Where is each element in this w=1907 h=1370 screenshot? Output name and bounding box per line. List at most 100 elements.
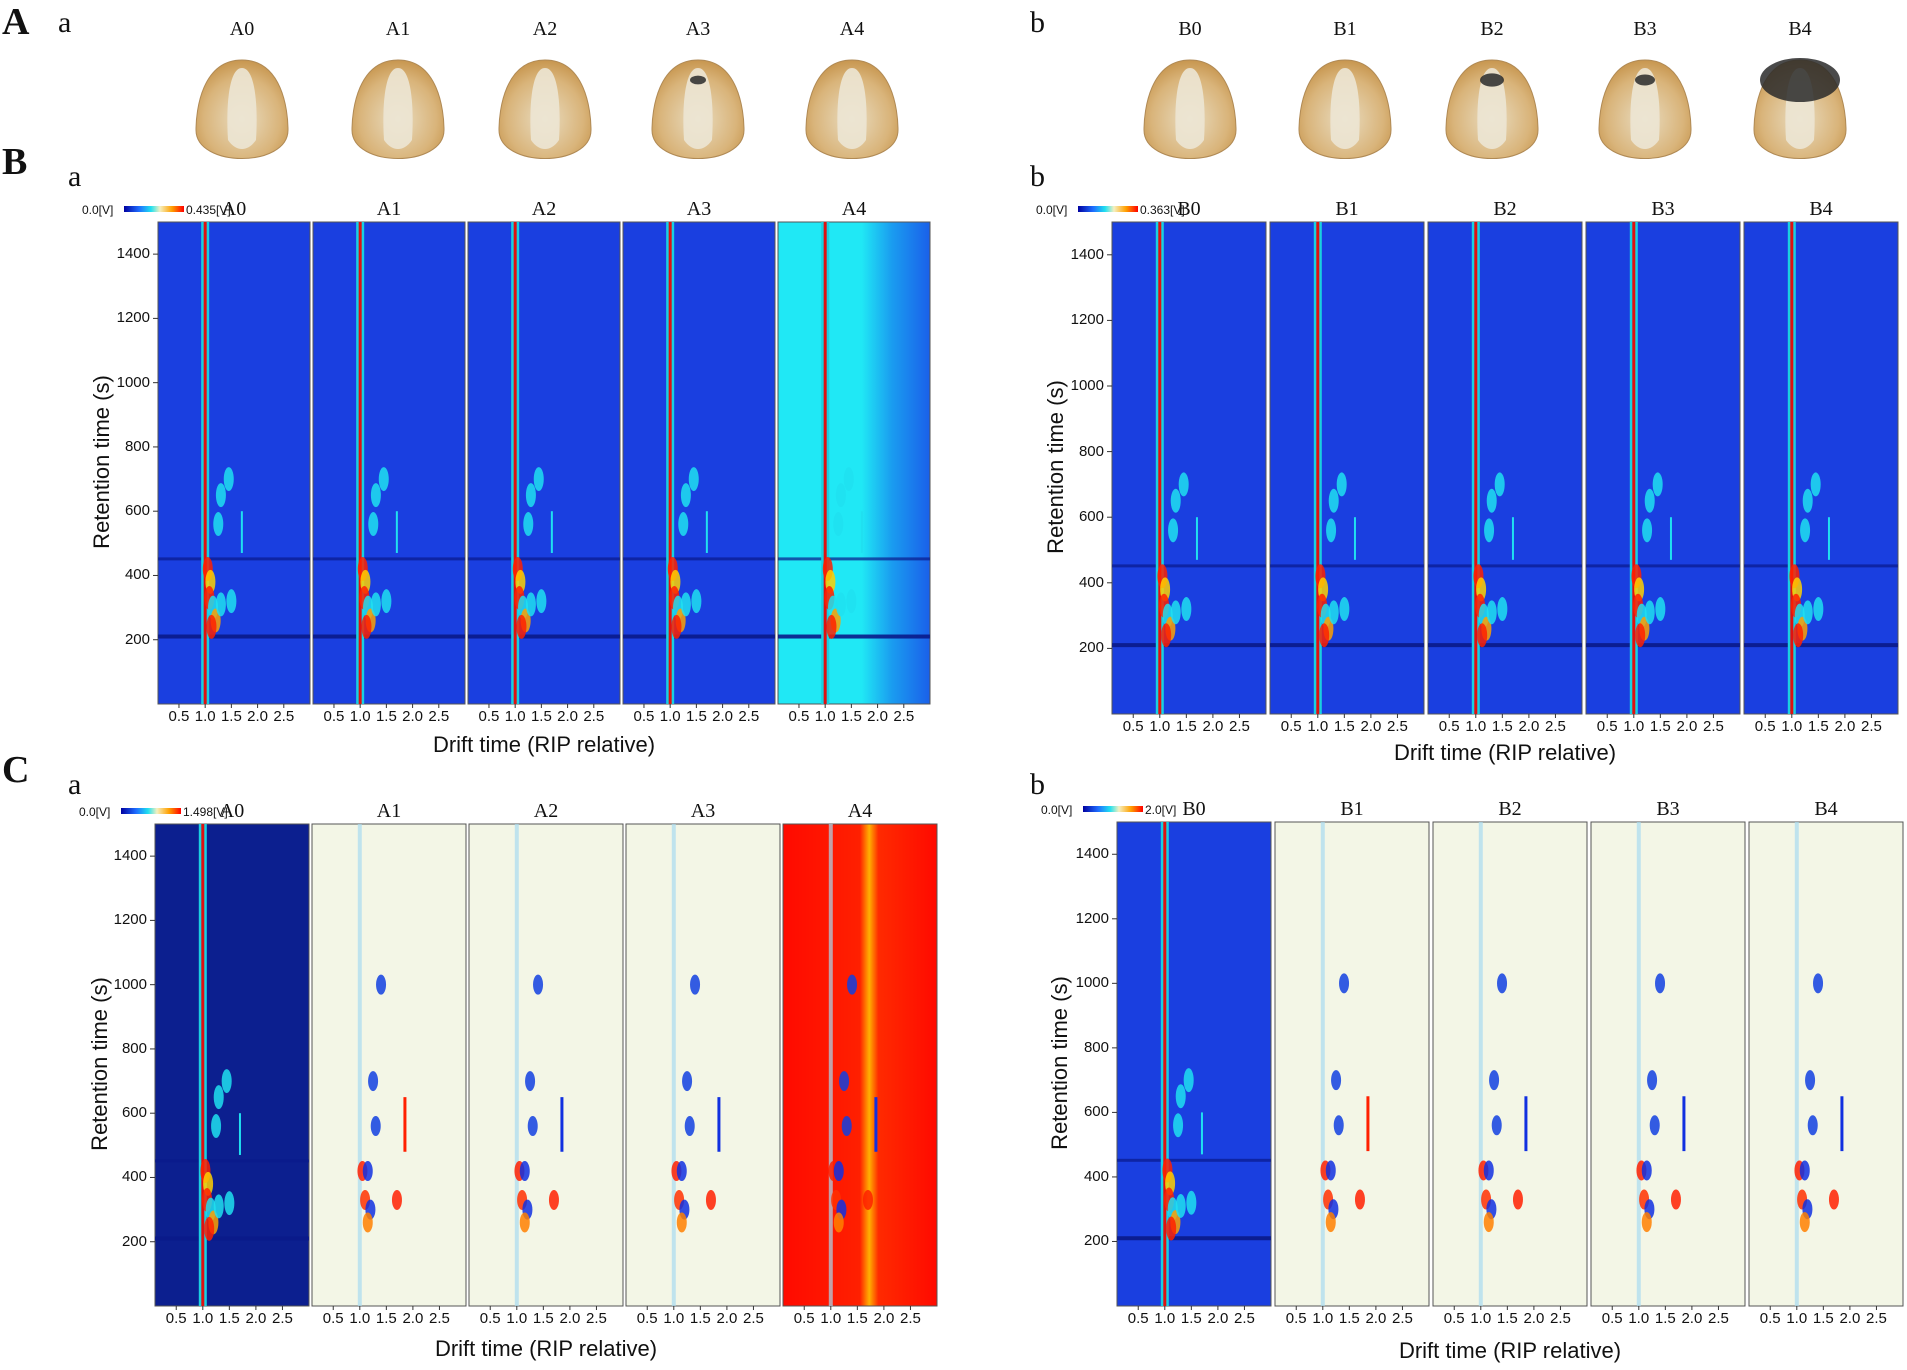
plot-b-a-ylabel: Retention time (s) bbox=[89, 375, 114, 549]
plot-b-a-xlabel: Drift time (RIP relative) bbox=[432, 732, 656, 757]
plot-c-b-colorbar-min: 0.0[V] bbox=[1041, 803, 1073, 817]
section-c-sub-a: a bbox=[68, 768, 82, 801]
plot-c-b-xtick-B2-1.5: 1.5 bbox=[1496, 1310, 1518, 1327]
plot-c-a-xlabel: Drift time (RIP relative) bbox=[434, 1336, 658, 1361]
plot-b-b-xtick-B4-2.5: 2.5 bbox=[1861, 718, 1882, 735]
plot-b-b-title-B1: B1 bbox=[1335, 198, 1359, 220]
plot-c-a-xtick-A2-2.5: 2.5 bbox=[586, 1310, 607, 1327]
plot-b-b-xtick-B1-0.5: 0.5 bbox=[1280, 718, 1302, 735]
plot-c-a-title-A2: A2 bbox=[533, 800, 559, 822]
plot-b-b-ytick-600: 600 bbox=[1078, 508, 1104, 526]
plot-c-a-colorbar bbox=[121, 808, 181, 814]
plot-c-b-xtick-B2-0.5: 0.5 bbox=[1443, 1310, 1465, 1327]
plot-b-b-xtick-B0-2.0: 2.0 bbox=[1202, 718, 1224, 735]
plot-b-b-xtick-B2-2.5: 2.5 bbox=[1545, 718, 1566, 735]
plot-b-a-title-A4: A4 bbox=[841, 198, 867, 220]
plot-b-b-ytick-800: 800 bbox=[1078, 442, 1104, 460]
section-c-letter: C bbox=[2, 749, 30, 791]
plot-b-a-xtick-A2-1.0: 1.0 bbox=[504, 708, 526, 725]
plot-c-a-xtick-A1-2.5: 2.5 bbox=[429, 1310, 450, 1327]
plot-b-b-title-B4: B4 bbox=[1809, 198, 1833, 220]
kernel-b4-kernel-photo bbox=[1753, 58, 1847, 159]
plot-b-a-xtick-A1-1.0: 1.0 bbox=[349, 708, 371, 725]
plot-c-a-panel-A0 bbox=[154, 823, 310, 1310]
kernel-b2-kernel-photo bbox=[1445, 59, 1539, 159]
plot-b-a-xtick-A3-1.0: 1.0 bbox=[659, 708, 681, 725]
plot-c-a-xtick-A1-0.5: 0.5 bbox=[322, 1310, 344, 1327]
plot-c-a-xtick-A1-2.0: 2.0 bbox=[402, 1310, 424, 1327]
plot-b-b-xtick-B3-2.5: 2.5 bbox=[1703, 718, 1724, 735]
plot-b-a-xtick-A4-2.0: 2.0 bbox=[867, 708, 888, 725]
plot-b-b-xtick-B4-1.5: 1.5 bbox=[1807, 718, 1829, 735]
plot-c-b-xtick-B3-2.0: 2.0 bbox=[1681, 1310, 1703, 1327]
plot-b-b-xtick-B4-2.0: 2.0 bbox=[1834, 718, 1856, 735]
plot-c-a-xtick-A3-0.5: 0.5 bbox=[636, 1310, 658, 1327]
plot-b-a-xtick-A1-0.5: 0.5 bbox=[323, 708, 345, 725]
plot-c-a-xtick-A4-0.5: 0.5 bbox=[793, 1310, 815, 1327]
plot-c-a-xtick-A3-2.5: 2.5 bbox=[743, 1310, 764, 1327]
plot-b-a-xtick-A2-2.5: 2.5 bbox=[583, 708, 605, 725]
plot-c-a-ylabel: Retention time (s) bbox=[87, 977, 112, 1151]
plot-b-b-ylabel: Retention time (s) bbox=[1043, 380, 1068, 554]
plot-c-a-panel-A1 bbox=[311, 823, 467, 1310]
kernel-a0-kernel-label: A0 bbox=[229, 18, 255, 40]
plot-c-a-xtick-A0-0.5: 0.5 bbox=[165, 1310, 187, 1327]
plot-b-a-xtick-A0-1.0: 1.0 bbox=[194, 708, 216, 725]
section-a-sub-a: a bbox=[58, 6, 72, 39]
plot-c-a-xtick-A4-2.0: 2.0 bbox=[873, 1310, 895, 1327]
plot-b-a-ytick-1400: 1400 bbox=[116, 245, 150, 263]
plot-b-b-xtick-B2-0.5: 0.5 bbox=[1438, 718, 1460, 735]
plot-c-a-xtick-A2-0.5: 0.5 bbox=[479, 1310, 501, 1327]
plot-c-a-xtick-A3-1.5: 1.5 bbox=[689, 1310, 711, 1327]
plot-c-b-ytick-1200: 1200 bbox=[1075, 909, 1109, 927]
plot-b-a-colorbar-min: 0.0[V] bbox=[82, 203, 114, 217]
kernel-b0-kernel-photo bbox=[1143, 59, 1237, 159]
plot-b-b-xtick-B3-1.0: 1.0 bbox=[1623, 718, 1645, 735]
section-b-sub-a: a bbox=[68, 160, 82, 193]
plot-b-b-xtick-B1-2.5: 2.5 bbox=[1387, 718, 1408, 735]
plot-b-a-xtick-A0-2.0: 2.0 bbox=[247, 708, 268, 725]
plot-c-b-title-B3: B3 bbox=[1656, 798, 1680, 820]
plot-b-b-xtick-B3-2.0: 2.0 bbox=[1676, 718, 1698, 735]
plot-b-b-xtick-B0-1.5: 1.5 bbox=[1175, 718, 1197, 735]
kernel-b3-kernel-photo bbox=[1598, 59, 1692, 159]
kernel-a1-kernel-label: A1 bbox=[385, 18, 411, 40]
plot-b-a-ytick-200: 200 bbox=[124, 630, 150, 648]
plot-c-b-title-B2: B2 bbox=[1498, 798, 1522, 820]
plot-c-a-ytick-1400: 1400 bbox=[113, 847, 147, 865]
plot-b-b-xtick-B1-1.0: 1.0 bbox=[1307, 718, 1329, 735]
plot-c-b-ylabel: Retention time (s) bbox=[1047, 976, 1072, 1150]
plot-c-a-title-A4: A4 bbox=[847, 800, 873, 822]
kernel-b2-kernel-label: B2 bbox=[1480, 18, 1504, 40]
plot-c-a-xtick-A2-1.0: 1.0 bbox=[506, 1310, 528, 1327]
plot-c-b-xtick-B4-2.0: 2.0 bbox=[1839, 1310, 1861, 1327]
plot-c-b-xlabel: Drift time (RIP relative) bbox=[1398, 1338, 1622, 1363]
plot-c-b-xtick-B0-0.5: 0.5 bbox=[1127, 1310, 1149, 1327]
plot-b-a-panel-A4 bbox=[777, 221, 931, 708]
plot-b-b-xtick-B1-1.5: 1.5 bbox=[1333, 718, 1355, 735]
plot-c-a-colorbar-max: 1.498[V] bbox=[183, 805, 228, 819]
plot-b-a-xtick-A2-0.5: 0.5 bbox=[478, 708, 500, 725]
plot-c-b-xtick-B0-2.5: 2.5 bbox=[1234, 1310, 1255, 1327]
plot-b-b-title-B0: B0 bbox=[1177, 198, 1201, 220]
plot-b-a-ytick-400: 400 bbox=[124, 566, 150, 584]
plot-c-a-ytick-200: 200 bbox=[121, 1232, 147, 1250]
plot-c-a-xtick-A0-1.5: 1.5 bbox=[218, 1310, 240, 1327]
kernel-b0-kernel-label: B0 bbox=[1178, 18, 1202, 40]
plot-c-a-xtick-A1-1.0: 1.0 bbox=[349, 1310, 371, 1327]
plot-c-a-xtick-A4-1.0: 1.0 bbox=[820, 1310, 842, 1327]
plot-b-b-xtick-B0-0.5: 0.5 bbox=[1122, 718, 1144, 735]
plot-b-b-xtick-B4-0.5: 0.5 bbox=[1754, 718, 1776, 735]
plot-b-a-title-A1: A1 bbox=[376, 198, 402, 220]
plot-c-a-xtick-A2-1.5: 1.5 bbox=[532, 1310, 554, 1327]
plot-b-a-colorbar-max: 0.435[V] bbox=[186, 203, 231, 217]
plot-c-a-xtick-A2-2.0: 2.0 bbox=[559, 1310, 581, 1327]
plot-b-b-xtick-B2-1.5: 1.5 bbox=[1491, 718, 1513, 735]
plot-b-a-xtick-A1-2.5: 2.5 bbox=[428, 708, 450, 725]
plot-c-b-xtick-B4-1.5: 1.5 bbox=[1812, 1310, 1834, 1327]
plot-c-b-title-B4: B4 bbox=[1814, 798, 1838, 820]
plot-c-b-xtick-B3-2.5: 2.5 bbox=[1708, 1310, 1729, 1327]
plot-b-b-xtick-B0-2.5: 2.5 bbox=[1229, 718, 1250, 735]
plot-c-b-ytick-400: 400 bbox=[1083, 1167, 1109, 1185]
